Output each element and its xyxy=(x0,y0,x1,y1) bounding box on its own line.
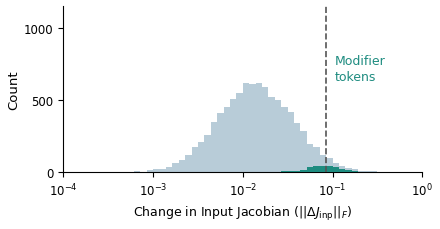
Bar xyxy=(185,155,191,172)
Bar xyxy=(326,158,333,172)
Bar xyxy=(217,113,224,172)
Bar xyxy=(205,136,211,172)
Bar xyxy=(320,166,326,172)
Bar xyxy=(339,170,345,172)
Bar xyxy=(236,93,243,172)
Bar xyxy=(153,169,160,172)
Bar xyxy=(191,147,198,172)
Bar xyxy=(333,167,339,172)
Bar xyxy=(313,167,320,172)
Bar xyxy=(160,169,166,172)
Bar xyxy=(166,168,172,172)
Bar xyxy=(326,166,333,172)
X-axis label: Change in Input Jacobian ($||\Delta J_{\rm inp}||_F$): Change in Input Jacobian ($||\Delta J_{\… xyxy=(133,204,352,222)
Bar xyxy=(345,170,352,172)
Bar xyxy=(243,83,249,172)
Bar xyxy=(345,168,352,172)
Bar xyxy=(294,123,301,172)
Bar xyxy=(275,101,281,172)
Bar xyxy=(333,164,339,172)
Bar xyxy=(256,83,262,172)
Text: Modifier
tokens: Modifier tokens xyxy=(334,55,385,83)
Bar xyxy=(288,113,294,172)
Bar xyxy=(301,170,307,172)
Bar xyxy=(198,142,205,172)
Bar xyxy=(172,163,179,172)
Bar xyxy=(320,155,326,172)
Bar xyxy=(249,85,256,172)
Bar xyxy=(224,107,230,172)
Bar xyxy=(147,171,153,172)
Y-axis label: Count: Count xyxy=(7,70,20,109)
Bar xyxy=(281,108,288,172)
Bar xyxy=(307,144,313,172)
Bar xyxy=(179,160,185,172)
Bar xyxy=(352,169,358,172)
Bar xyxy=(365,171,371,172)
Bar xyxy=(313,148,320,172)
Bar xyxy=(307,168,313,172)
Bar xyxy=(301,131,307,172)
Bar xyxy=(294,171,301,172)
Bar xyxy=(230,100,236,172)
Bar xyxy=(352,171,358,172)
Bar xyxy=(211,123,217,172)
Bar xyxy=(268,97,275,172)
Bar xyxy=(358,171,365,172)
Bar xyxy=(339,167,345,172)
Bar xyxy=(262,87,268,172)
